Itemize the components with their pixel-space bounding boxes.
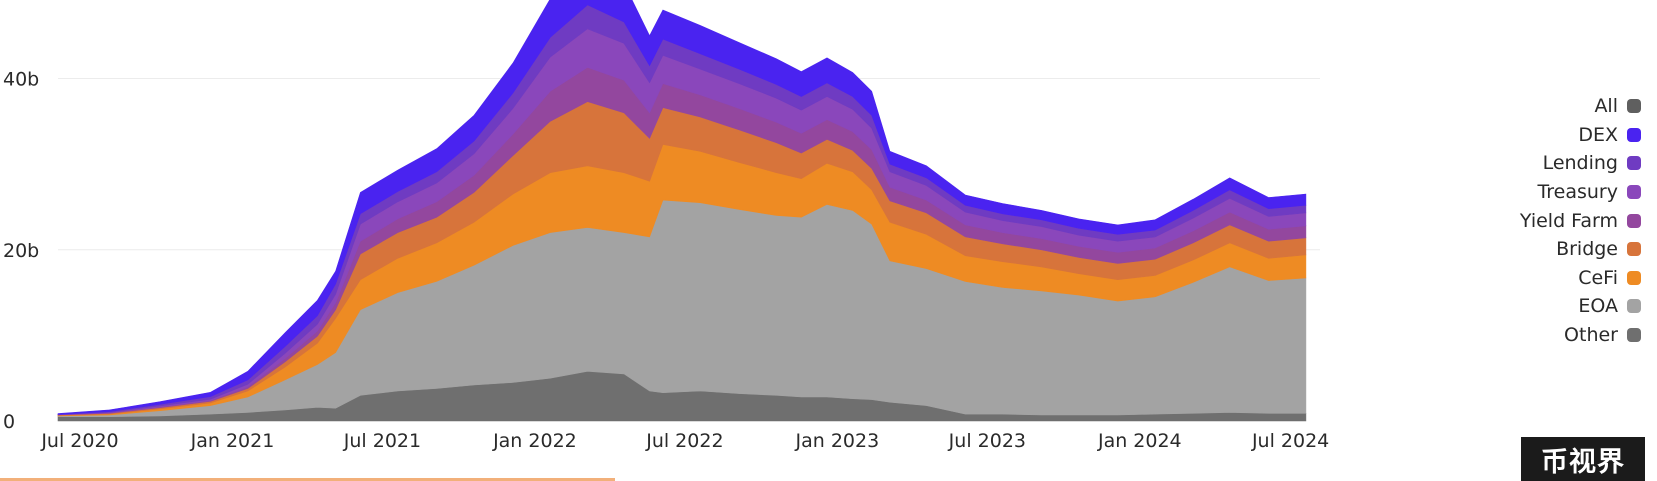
legend-item[interactable]: Other [1421,321,1641,350]
legend-swatch [1627,328,1641,343]
legend-label: Yield Farm [1519,209,1618,232]
x-tick-label: Jan 2021 [190,430,275,452]
x-tick-label: Jan 2024 [1097,430,1182,452]
x-tick-label: Jul 2021 [343,430,421,452]
legend-label: DEX [1578,123,1618,146]
legend-item[interactable]: Treasury [1421,178,1641,207]
x-tick-label: Jul 2020 [40,430,118,452]
legend-swatch [1627,270,1641,285]
legend-label: Treasury [1537,181,1618,204]
y-tick-label: 0 [3,411,15,433]
legend-item[interactable]: DEX [1421,121,1641,150]
x-tick-label: Jan 2022 [492,430,577,452]
legend-swatch [1627,185,1641,200]
x-tick-label: Jul 2022 [645,430,723,452]
legend-swatch [1627,156,1641,171]
legend-label: EOA [1578,295,1618,318]
legend-item[interactable]: Bridge [1421,235,1641,264]
legend-item[interactable]: Lending [1421,149,1641,178]
x-tick-label: Jul 2024 [1251,430,1329,452]
legend-swatch [1627,127,1641,142]
legend-item[interactable]: Yield Farm [1421,206,1641,235]
y-tick-label: 40b [3,69,39,91]
legend: All DEX Lending Treasury Yield Farm Bridge CeF… [1421,92,1641,349]
legend-label: CeFi [1578,266,1618,289]
area-dex [57,0,1307,415]
legend-label: Lending [1542,152,1618,175]
legend-label: All [1594,95,1618,118]
legend-swatch [1627,99,1641,114]
y-axis: 0 20b 40b [3,69,39,434]
legend-label: Other [1564,324,1618,347]
legend-label: Bridge [1556,238,1618,261]
legend-swatch [1627,242,1641,257]
legend-swatch [1627,299,1641,314]
x-tick-label: Jan 2023 [795,430,880,452]
legend-item[interactable]: EOA [1421,292,1641,321]
legend-item[interactable]: All [1421,92,1641,121]
y-tick-label: 20b [3,240,39,262]
area-series [57,0,1307,422]
x-axis: Jul 2020 Jan 2021 Jul 2021 Jan 2022 Jul 2022… [40,430,1329,452]
watermark-badge: 币视界 [1521,437,1645,481]
x-tick-label: Jul 2023 [948,430,1026,452]
legend-swatch [1627,213,1641,228]
bottom-accent-line [0,478,615,481]
legend-item[interactable]: CeFi [1421,264,1641,293]
